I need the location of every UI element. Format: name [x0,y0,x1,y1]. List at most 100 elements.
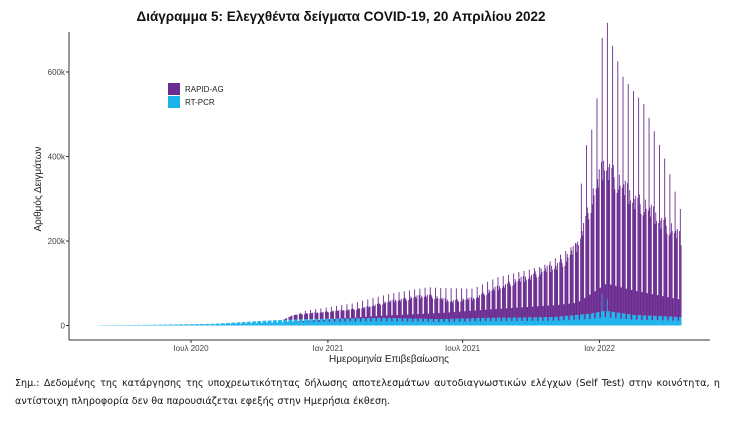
rt-pcr-bar [229,324,231,326]
rapid-ag-bar [405,298,407,319]
rt-pcr-bar [481,318,483,326]
rapid-ag-bar [619,185,621,313]
chart-title: Διάγραμμα 5: Ελεγχθέντα δείγματα COVID-1… [0,9,737,24]
rapid-ag-bar [383,303,385,318]
rt-pcr-bar [173,324,175,326]
rt-pcr-bar [510,317,512,326]
rapid-ag-bar [574,303,576,320]
rapid-ag-bar [609,284,611,318]
rt-pcr-bar [234,322,236,326]
rt-pcr-bar [213,323,215,326]
rapid-ag-bar [490,309,492,322]
rt-pcr-bar [295,319,297,326]
rapid-ag-bar [284,318,286,320]
rt-pcr-bar [418,318,420,326]
rt-pcr-bar [322,318,324,326]
rt-pcr-bar [158,324,160,326]
rapid-ag-bar [582,235,584,315]
rt-pcr-bar [261,322,263,326]
rapid-ag-bar [539,267,541,318]
rt-pcr-bar [629,314,631,326]
rapid-ag-bar [332,310,334,319]
rapid-ag-bar [652,294,654,321]
rt-pcr-bar [265,320,267,326]
rt-pcr-bar [499,317,501,326]
rapid-ag-bar [406,300,407,319]
rt-pcr-bar [539,317,541,326]
rapid-ag-bar [528,278,529,318]
rapid-ag-bar [516,307,518,322]
rapid-ag-bar [387,302,389,319]
rapid-ag-bar [666,233,668,317]
rapid-ag-bar [391,315,393,322]
rapid-ag-bar [284,319,285,320]
rt-pcr-bar [463,318,465,326]
rapid-ag-bar [667,297,669,321]
rapid-ag-bar [623,184,625,314]
rt-pcr-bar [442,319,444,326]
rt-pcr-bar [612,311,614,326]
rapid-ag-bar [653,131,655,316]
rapid-ag-bar [398,292,400,319]
rapid-ag-bar [292,321,294,323]
rt-pcr-bar [436,319,438,326]
rapid-ag-bar [306,313,308,320]
rt-pcr-bar [215,323,217,326]
rt-pcr-bar [557,316,558,326]
rt-pcr-bar [319,318,321,326]
rapid-ag-bar [377,304,378,318]
rt-pcr-bar [367,318,369,326]
rt-pcr-bar [598,311,600,326]
rapid-ag-bar [673,232,675,317]
rt-pcr-bar [196,324,198,326]
rapid-ag-bar [620,287,622,319]
rapid-ag-bar [297,321,299,323]
rapid-ag-bar [346,304,348,319]
rapid-ag-bar [621,287,622,319]
rt-pcr-bar [169,324,171,326]
rapid-ag-bar [303,320,305,323]
rapid-ag-bar [614,189,616,313]
rt-pcr-bar [583,314,585,326]
rapid-ag-bar [376,316,378,322]
rapid-ag-bar [491,290,493,318]
rt-pcr-bar [644,315,646,326]
rapid-ag-bar [662,296,664,321]
rapid-ag-bar [675,230,677,317]
rapid-ag-bar [482,292,484,318]
y-tick-label: 400k [48,153,66,162]
rapid-ag-bar [324,311,326,319]
rapid-ag-bar [484,295,486,318]
rt-pcr-bar [439,319,441,326]
rt-pcr-bar [670,316,672,326]
rapid-ag-bar [375,316,377,322]
rapid-ag-bar [628,204,630,315]
rapid-ag-bar [459,311,461,322]
rt-pcr-bar [454,321,456,326]
rt-pcr-bar [661,316,663,326]
rt-pcr-bar [509,317,511,326]
rapid-ag-bar [484,309,486,322]
rapid-ag-bar [534,268,535,318]
rt-pcr-bar [387,318,389,326]
rt-pcr-bar [432,321,434,326]
rt-pcr-bar [660,316,662,326]
rt-pcr-bar [179,324,180,326]
rapid-ag-bar [448,312,450,322]
rt-pcr-bar [246,323,247,326]
rapid-ag-bar [665,225,667,317]
rt-pcr-bar [659,316,661,326]
rapid-ag-bar [615,286,617,319]
rt-pcr-bar [458,321,460,326]
rapid-ag-bar [380,315,382,322]
rapid-ag-bar [586,207,588,315]
rapid-ag-bar [603,170,605,311]
rapid-ag-bar [574,243,576,316]
rt-pcr-bar [226,323,228,326]
rt-pcr-bar [388,318,390,326]
rapid-ag-bar [451,301,453,319]
rt-pcr-bar [474,321,476,326]
rapid-ag-bar [625,288,627,320]
rapid-ag-bar [674,191,676,317]
rapid-ag-bar [677,299,679,321]
